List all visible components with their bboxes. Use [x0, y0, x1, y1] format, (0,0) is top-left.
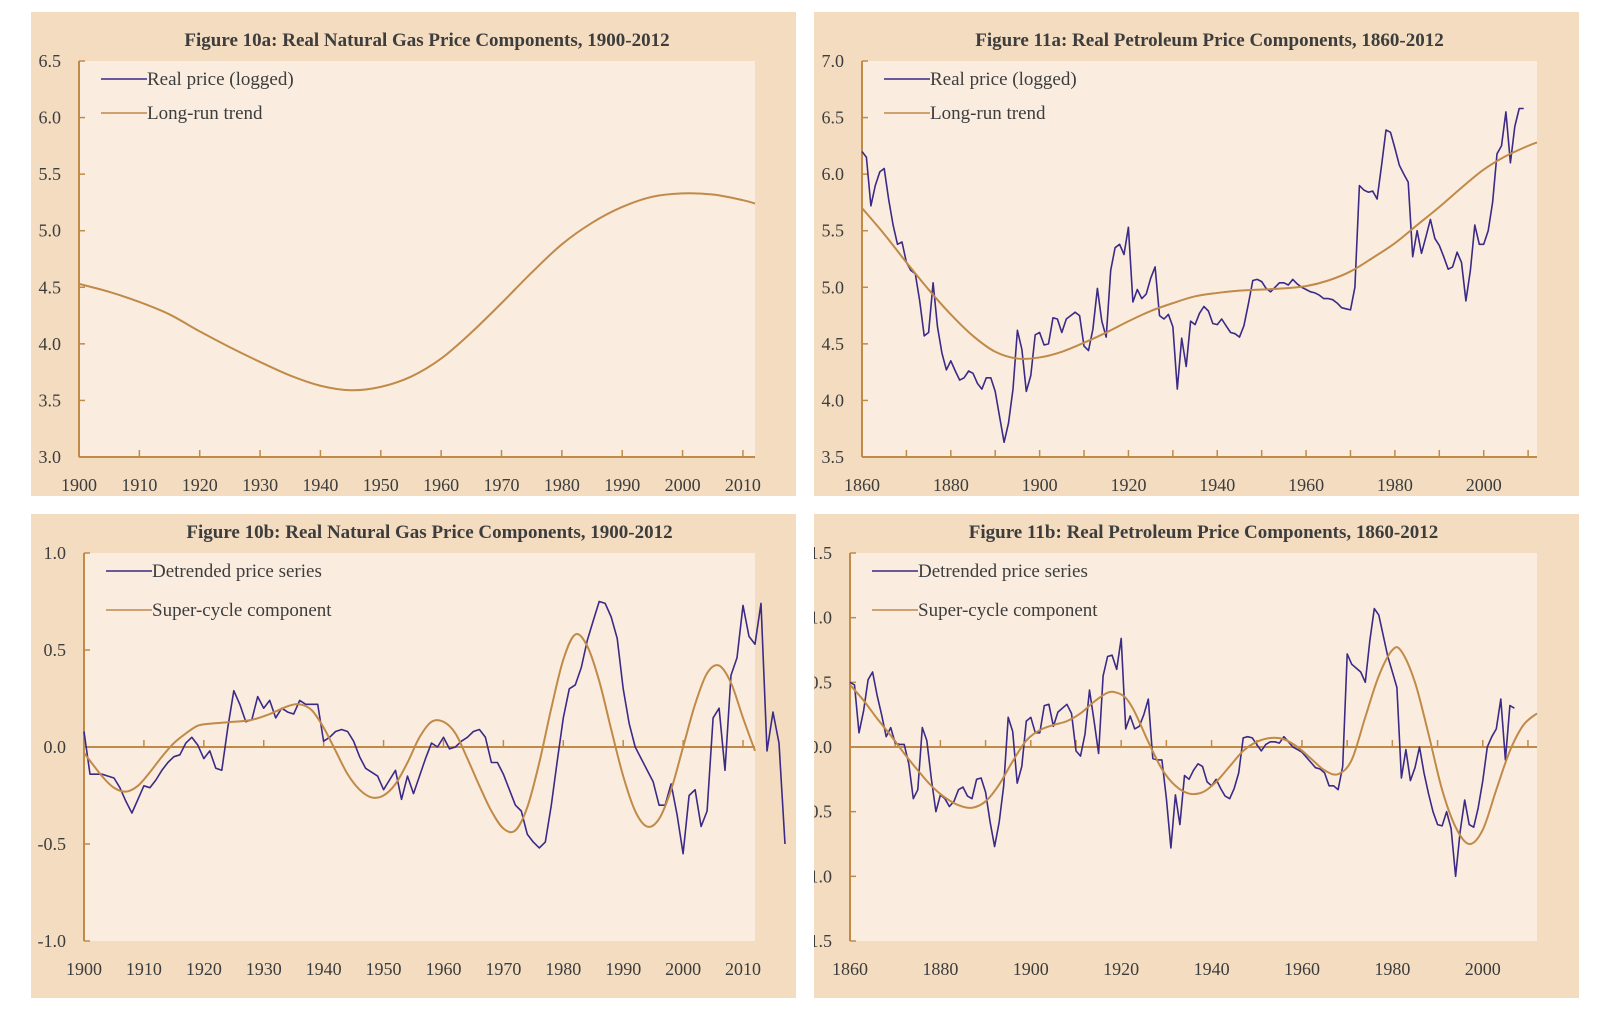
legend-label: Super-cycle component: [152, 600, 332, 621]
x-tick-label: 1960: [1284, 959, 1320, 979]
x-tick-label: 1960: [423, 475, 459, 495]
legend-label: Long-run trend: [930, 103, 1046, 124]
chart-fig11b: Figure 11b: Real Petroleum Price Compone…: [814, 522, 1538, 979]
x-tick-label: 1910: [121, 475, 157, 495]
y-tick-label: 0.0: [44, 737, 67, 757]
y-tick-label: 5.0: [39, 221, 62, 241]
x-tick-label: 2000: [1466, 475, 1502, 495]
y-tick-label: 3.5: [822, 447, 845, 467]
x-tick-label: 1860: [832, 959, 868, 979]
y-tick-label: -1.0: [38, 931, 67, 951]
x-tick-label: 1980: [544, 475, 580, 495]
x-tick-label: 1980: [1377, 475, 1413, 495]
chart-fig11a: Figure 11a: Real Petroleum Price Compone…: [822, 30, 1538, 495]
y-tick-label: 4.0: [39, 334, 62, 354]
y-tick-label: 1.0: [814, 608, 832, 628]
x-tick-label: 1920: [182, 475, 218, 495]
panel-fig11a: Figure 11a: Real Petroleum Price Compone…: [814, 12, 1579, 496]
y-tick-label: 6.5: [822, 108, 845, 128]
x-tick-label: 1960: [425, 959, 461, 979]
y-tick-label: 4.5: [822, 334, 845, 354]
legend-label: Detrended price series: [918, 561, 1088, 582]
x-tick-label: 1880: [933, 475, 969, 495]
y-tick-label: 3.5: [39, 390, 62, 410]
y-tick-label: -0.5: [38, 834, 67, 854]
x-tick-label: 1930: [246, 959, 282, 979]
panel-fig11b: Figure 11b: Real Petroleum Price Compone…: [814, 514, 1579, 998]
chart-title: Figure 10b: Real Natural Gas Price Compo…: [186, 522, 672, 543]
x-tick-label: 1900: [1022, 475, 1058, 495]
x-tick-label: 2010: [725, 475, 761, 495]
x-tick-label: 1990: [604, 475, 640, 495]
legend-label: Real price (logged): [930, 69, 1077, 90]
x-tick-label: 1970: [485, 959, 521, 979]
legend-label: Real price (logged): [147, 69, 294, 90]
y-tick-label: 6.0: [822, 164, 845, 184]
y-tick-label: 0.5: [44, 640, 67, 660]
x-tick-label: 1940: [1199, 475, 1235, 495]
y-tick-label: -1.5: [814, 931, 832, 951]
x-tick-label: 1940: [302, 475, 338, 495]
series-line-detrended-price-series: [83, 600, 786, 855]
y-tick-label: 0.0: [814, 737, 832, 757]
x-tick-label: 2000: [665, 959, 701, 979]
series-line-long-run-trend: [78, 192, 756, 392]
panel-fig10b: Figure 10b: Real Natural Gas Price Compo…: [31, 514, 796, 998]
x-tick-label: 1860: [844, 475, 880, 495]
legend-label: Super-cycle component: [918, 600, 1098, 621]
y-tick-label: 6.5: [39, 51, 62, 71]
x-tick-label: 2000: [1465, 959, 1501, 979]
panel-fig10a: Figure 10a: Real Natural Gas Price Compo…: [31, 12, 796, 496]
x-tick-label: 1900: [66, 959, 102, 979]
x-tick-label: 2000: [665, 475, 701, 495]
y-tick-label: -1.0: [814, 866, 832, 886]
chart-title: Figure 11a: Real Petroleum Price Compone…: [975, 30, 1443, 51]
x-tick-label: 1900: [61, 475, 97, 495]
chart-title: Figure 11b: Real Petroleum Price Compone…: [969, 522, 1438, 543]
x-tick-label: 1990: [605, 959, 641, 979]
series-line-real-price-logged: [861, 107, 1524, 444]
y-tick-label: 3.0: [39, 447, 62, 467]
x-tick-label: 1920: [1103, 959, 1139, 979]
x-tick-label: 1960: [1288, 475, 1324, 495]
chart-fig10a: Figure 10a: Real Natural Gas Price Compo…: [31, 12, 761, 495]
x-tick-label: 1970: [484, 475, 520, 495]
y-tick-label: 4.5: [39, 277, 62, 297]
chart-title: Figure 10a: Real Natural Gas Price Compo…: [184, 30, 669, 51]
plot-area: [79, 61, 755, 457]
series-line-super-cycle-component: [83, 633, 756, 834]
x-tick-label: 1910: [126, 959, 162, 979]
series-line-long-run-trend: [861, 141, 1538, 360]
y-tick-label: 1.0: [44, 543, 67, 563]
y-tick-label: 5.5: [39, 164, 62, 184]
y-tick-label: 0.5: [814, 672, 832, 692]
y-tick-label: 4.0: [822, 390, 845, 410]
x-tick-label: 1920: [1110, 475, 1146, 495]
y-tick-label: 7.0: [822, 51, 845, 71]
x-tick-label: 1980: [545, 959, 581, 979]
y-tick-label: 5.0: [822, 277, 845, 297]
series-line-super-cycle-component: [849, 646, 1538, 845]
x-tick-label: 1950: [366, 959, 402, 979]
chart-fig10b: Figure 10b: Real Natural Gas Price Compo…: [38, 522, 786, 979]
x-tick-label: 1940: [306, 959, 342, 979]
plot-area: [862, 61, 1537, 457]
legend-label: Long-run trend: [147, 103, 263, 124]
y-tick-label: -0.5: [814, 802, 832, 822]
x-tick-label: 1920: [186, 959, 222, 979]
x-tick-label: 1900: [1013, 959, 1049, 979]
x-tick-label: 1930: [242, 475, 278, 495]
x-tick-label: 1940: [1194, 959, 1230, 979]
x-tick-label: 1980: [1374, 959, 1410, 979]
y-tick-label: 6.0: [39, 108, 62, 128]
x-tick-label: 1880: [922, 959, 958, 979]
x-tick-label: 1950: [363, 475, 399, 495]
x-tick-label: 2010: [725, 959, 761, 979]
y-tick-label: 5.5: [822, 221, 845, 241]
y-tick-label: 1.5: [814, 543, 832, 563]
legend-label: Detrended price series: [152, 561, 322, 582]
series-line-detrended-price-series: [849, 607, 1515, 878]
